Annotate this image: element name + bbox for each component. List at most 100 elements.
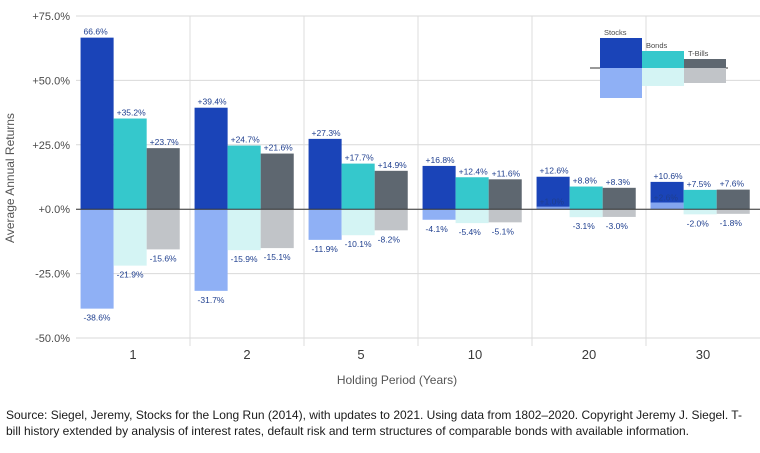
bar-max xyxy=(683,189,717,210)
legend-label: Bonds xyxy=(646,41,668,50)
bar-min xyxy=(260,209,294,249)
y-axis-label: Average Annual Returns xyxy=(3,113,17,243)
bar-max xyxy=(80,37,114,210)
legend-swatch-max xyxy=(642,51,684,68)
value-label-max: +7.6% xyxy=(720,179,745,189)
bar-min xyxy=(488,209,522,223)
bar-max xyxy=(227,145,261,210)
value-label-min: -5.1% xyxy=(492,226,515,236)
bar-min xyxy=(308,209,342,240)
legend-swatch-min xyxy=(684,68,726,83)
value-label-max: +23.7% xyxy=(150,137,180,147)
value-label-min: -31.7% xyxy=(198,295,225,305)
legend-label: Stocks xyxy=(604,28,627,37)
value-label-min: -5.4% xyxy=(459,227,482,237)
bar-min xyxy=(227,209,261,251)
bar-max xyxy=(536,176,570,210)
bars-layer xyxy=(80,37,750,309)
value-label-min: -21.9% xyxy=(117,270,144,280)
bar-max xyxy=(602,187,636,210)
bar-min xyxy=(683,209,717,215)
value-label-min: -11.9% xyxy=(312,244,339,254)
x-tick-label: 10 xyxy=(468,347,482,362)
bar-max xyxy=(341,163,375,210)
bar-min xyxy=(194,209,228,291)
value-label-max: +39.4% xyxy=(198,97,228,107)
bar-max xyxy=(422,165,456,210)
y-tick-label: -25.0% xyxy=(35,269,70,281)
value-label-max: +21.6% xyxy=(264,143,294,153)
y-tick-label: +75.0% xyxy=(32,11,70,23)
bar-min xyxy=(113,209,147,266)
bar-min xyxy=(80,209,114,309)
x-tick-label: 1 xyxy=(129,347,136,362)
bar-min xyxy=(650,202,684,210)
axes-layer: +75.0% +50.0% +25.0% +0.0% -25.0% -50.0% 1 2 5 10… xyxy=(32,11,760,362)
bar-min xyxy=(536,206,570,210)
value-label-max: +12.4% xyxy=(459,166,489,176)
bar-max xyxy=(194,107,228,210)
bar-min xyxy=(455,209,489,224)
bar-min xyxy=(602,209,636,217)
x-axis-label: Holding Period (Years) xyxy=(337,373,457,387)
bar-min xyxy=(341,209,375,236)
value-label-max: +17.7% xyxy=(345,153,375,163)
x-tick-label: 5 xyxy=(357,347,364,362)
x-tick-label: 2 xyxy=(243,347,250,362)
bar-min xyxy=(146,209,180,250)
value-label-max: +7.5% xyxy=(687,179,712,189)
bar-max xyxy=(260,153,294,210)
value-label-min: -4.1% xyxy=(426,224,449,234)
value-label-min: -3.0% xyxy=(606,221,629,231)
x-tick-label: 20 xyxy=(582,347,596,362)
value-label-min: -38.6% xyxy=(84,313,111,323)
bar-max xyxy=(455,177,489,210)
value-label-min: -15.6% xyxy=(150,253,177,263)
legend-swatch-min xyxy=(600,68,642,98)
bar-max xyxy=(146,148,180,210)
legend-swatch-min xyxy=(642,68,684,86)
value-label-max: 66.6% xyxy=(84,27,109,37)
bar-max xyxy=(716,189,750,210)
legend: Stocks Bonds T-Bills xyxy=(590,28,728,98)
value-label-min: -15.9% xyxy=(231,254,258,264)
value-label-min: -3.1% xyxy=(573,221,596,231)
x-tick-label: 30 xyxy=(696,347,710,362)
value-label-max: +10.6% xyxy=(654,171,684,181)
value-label-max: +11.6% xyxy=(492,168,521,178)
bar-min xyxy=(716,209,750,214)
bar-max xyxy=(308,138,342,210)
legend-label: T-Bills xyxy=(688,49,709,58)
value-label-min: -8.2% xyxy=(378,234,401,244)
bar-min xyxy=(374,209,408,231)
bar-max xyxy=(374,170,408,210)
bar-min xyxy=(569,209,603,218)
y-tick-label: +0.0% xyxy=(39,204,71,216)
value-label-max: +8.3% xyxy=(606,177,631,187)
value-labels-layer: 66.6% -38.6% +35.2% -21.9% +23.7% -15.6% +39.4… xyxy=(84,27,745,323)
value-label-min: -15.1% xyxy=(264,252,291,262)
value-label-min: -2.0% xyxy=(687,218,710,228)
y-tick-label: +50.0% xyxy=(32,75,70,87)
value-label-max: +14.9% xyxy=(378,160,408,170)
value-label-max: +24.7% xyxy=(231,135,261,145)
value-label-min: -10.1% xyxy=(345,239,372,249)
bar-min xyxy=(422,209,456,220)
value-label-min: +1.0% xyxy=(540,197,565,207)
value-label-max: +35.2% xyxy=(117,108,147,118)
bar-max xyxy=(113,118,147,210)
value-label-max: +8.8% xyxy=(573,176,598,186)
holding-period-returns-chart: 66.6% -38.6% +35.2% -21.9% +23.7% -15.6% +39.4… xyxy=(3,11,760,387)
bar-max xyxy=(488,179,522,210)
source-note: Source: Siegel, Jeremy, Stocks for the L… xyxy=(6,408,742,438)
legend-swatch-max xyxy=(600,38,642,68)
value-label-min: +2.6% xyxy=(654,193,679,203)
value-label-max: +16.8% xyxy=(426,155,456,165)
y-tick-label: +25.0% xyxy=(32,140,70,152)
bar-max xyxy=(569,186,603,210)
legend-swatch-max xyxy=(684,59,726,68)
y-tick-label: -50.0% xyxy=(35,333,70,345)
value-label-max: +27.3% xyxy=(312,128,342,138)
value-label-max: +12.6% xyxy=(540,166,570,176)
value-label-min: -1.8% xyxy=(720,218,743,228)
